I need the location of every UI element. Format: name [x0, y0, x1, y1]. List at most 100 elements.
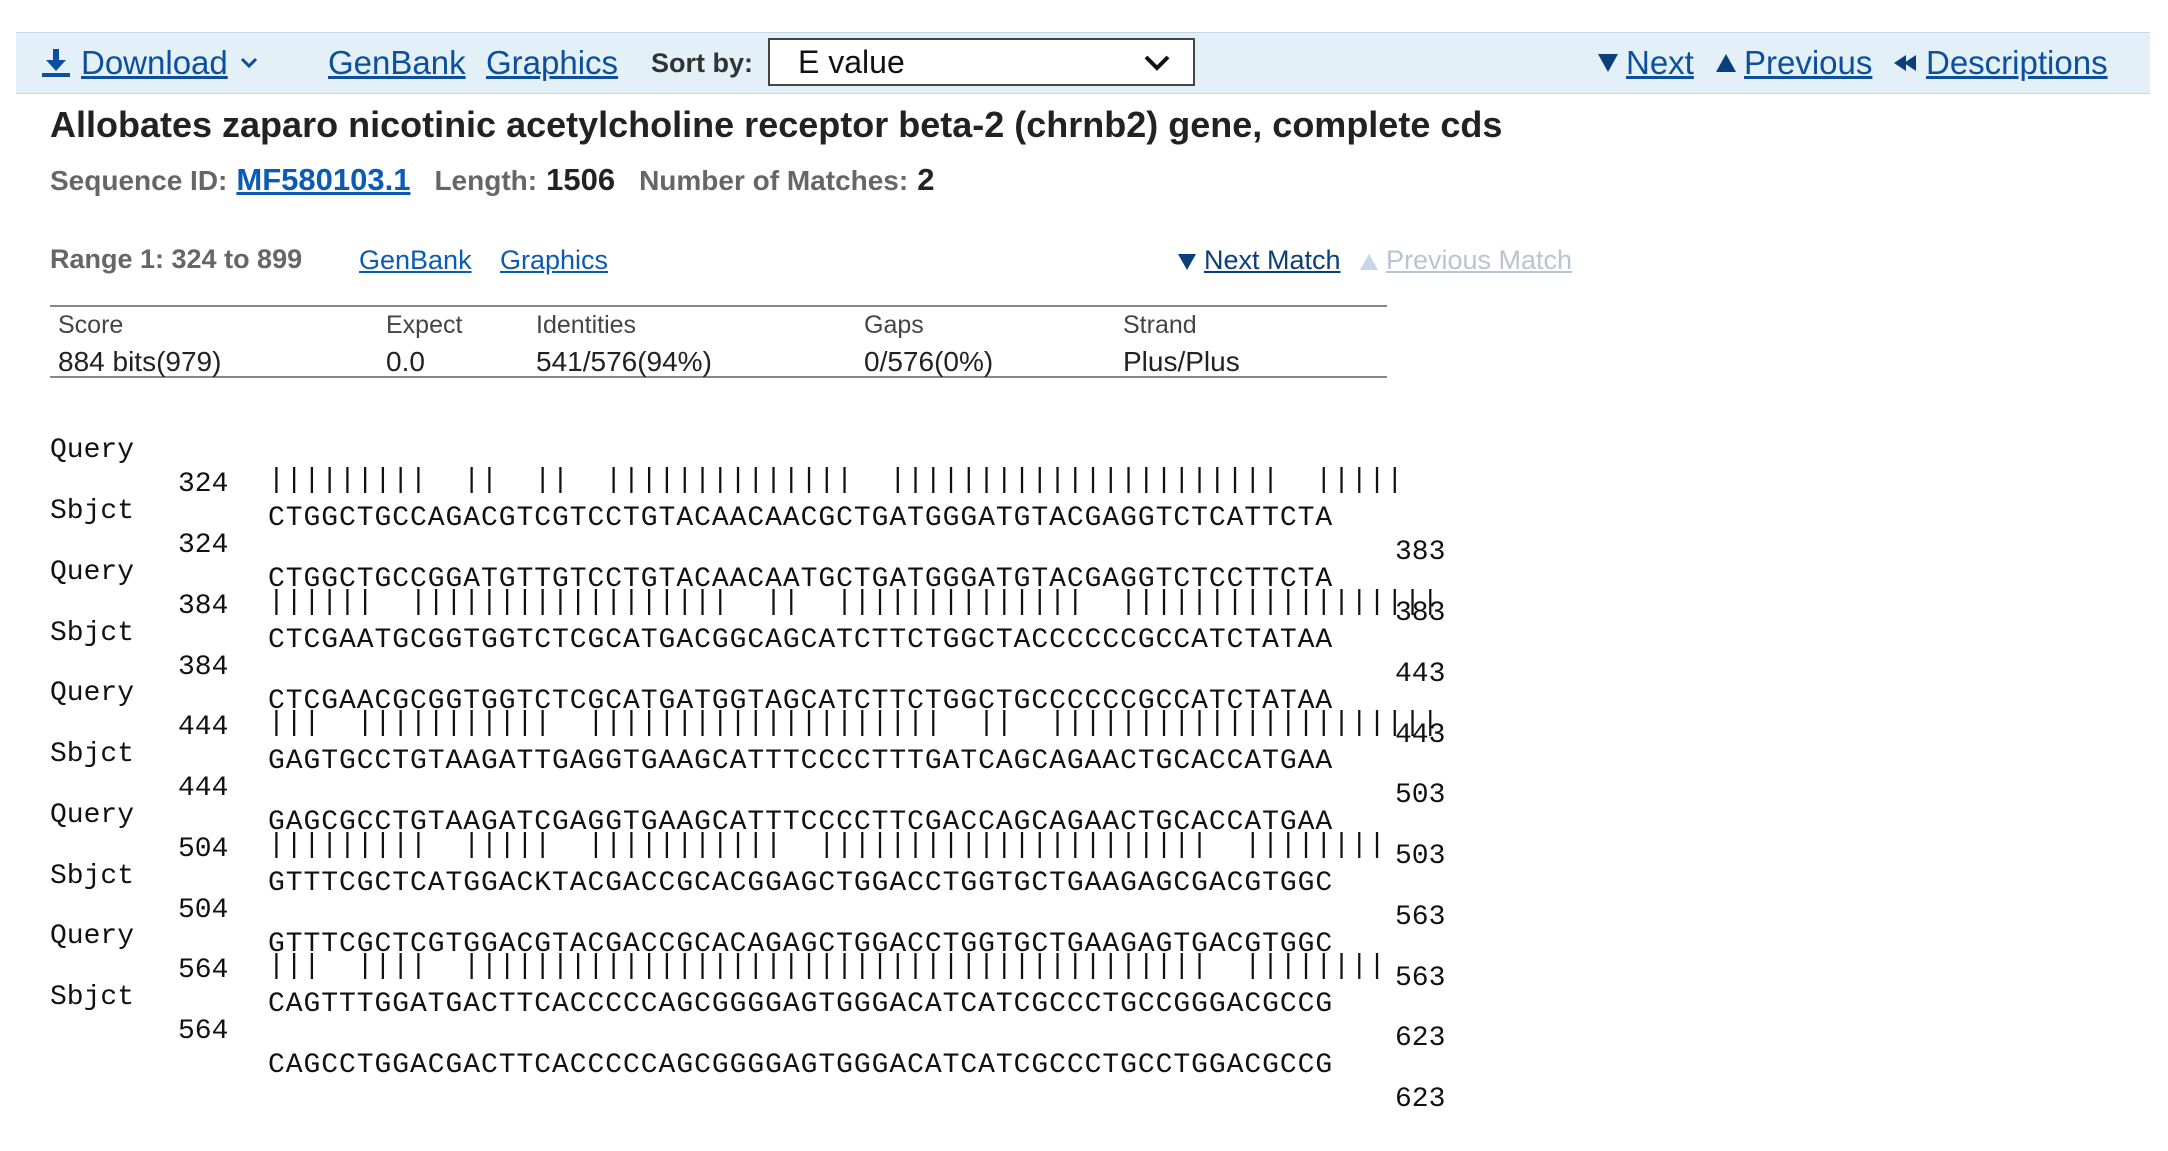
identities-value: 541/576(94%) — [536, 346, 712, 377]
previous-link-text[interactable]: Previous — [1744, 44, 1873, 81]
sbjct-end: 563 — [1395, 962, 1446, 994]
match-bars: |||||| |||||||||||||||||| || |||||||||||… — [268, 586, 1440, 618]
query-end: 503 — [1395, 780, 1446, 811]
sbjct-line: Sbjct 504 GTTTCGCTCGTGGACGTACGACCGCACAGA… — [50, 826, 1445, 994]
sbjct-start: 564 — [178, 1016, 229, 1047]
range-graphics-link[interactable]: Graphics — [500, 245, 609, 275]
descriptions-link[interactable]: Descriptions — [1892, 33, 2108, 93]
sort-select[interactable]: E value — [768, 38, 1195, 86]
query-label: Query — [50, 435, 135, 466]
query-start: 324 — [178, 469, 229, 500]
query-start: 504 — [178, 833, 229, 865]
sbjct-end: 623 — [1395, 1084, 1446, 1115]
sbjct-sequence: CAGCCTGGACGACTTCACCCCCAGCGGGGAGTGGGACATC… — [268, 1050, 1334, 1081]
query-start: 564 — [178, 955, 229, 986]
sbjct-line: Sbjct 444 GAGCGCCTGTAAGATCGAGGTGAAGCATTT… — [50, 704, 1445, 872]
matches-value: 2 — [917, 162, 935, 197]
triangle-down-icon — [1598, 54, 1618, 72]
next-link-text[interactable]: Next — [1626, 44, 1694, 81]
chevron-down-icon — [1144, 55, 1170, 71]
chevron-down-icon — [240, 57, 257, 69]
range-row: Range 1: 324 to 899 GenBank Graphics Nex… — [50, 242, 1590, 282]
query-sequence: CTGGCTGCCAGACGTCGTCCTGTACAACAACGCTGATGGG… — [268, 503, 1334, 534]
sbjct-start: 444 — [178, 773, 229, 804]
match-line: ||||||||| || || |||||||||||||| |||||||||… — [50, 430, 1403, 496]
expect-column: Expect 0.0 — [386, 307, 462, 378]
expect-header: Expect — [386, 311, 463, 339]
query-end: 443 — [1395, 658, 1446, 690]
sbjct-line: Sbjct 384 CTCGAACGCGGTGGTCTCGCATGATGGTAG… — [50, 583, 1445, 751]
triangle-up-icon — [1360, 246, 1386, 277]
download-label[interactable]: Download — [81, 44, 228, 81]
gaps-value: 0/576(0%) — [864, 346, 994, 377]
match-bars: ||||||||| ||||| ||||||||||| ||||||||||||… — [268, 829, 1387, 861]
sbjct-sequence: GAGCGCCTGTAAGATCGAGGTGAAGCATTTCCCCTTCGAC… — [268, 807, 1334, 838]
query-label: Query — [50, 556, 135, 588]
sbjct-label: Sbjct — [50, 496, 135, 527]
sbjct-sequence: GTTTCGCTCGTGGACGTACGACCGCACAGAGCTGGACCTG… — [268, 928, 1334, 960]
match-bars: ||||||||| || || |||||||||||||| |||||||||… — [268, 465, 1405, 496]
length-label: Length: — [434, 165, 538, 196]
match-line: ||||||||| ||||| ||||||||||| ||||||||||||… — [50, 795, 1385, 861]
score-value: 884 bits(979) — [58, 346, 222, 377]
match-line: ||| ||||||||||| |||||||||||||||||||| || … — [50, 673, 1439, 739]
query-start: 444 — [178, 712, 229, 743]
sequence-id-link[interactable]: MF580103.1 — [236, 162, 411, 197]
query-sequence: GTTTCGCTCATGGACKTACGACCGCACGGAGCTGGACCTG… — [268, 867, 1334, 899]
query-label: Query — [50, 921, 135, 952]
graphics-link-text[interactable]: Graphics — [486, 44, 619, 81]
sbjct-start: 324 — [178, 530, 229, 561]
next-link[interactable]: Next — [1598, 33, 1694, 93]
match-bars: ||| ||||||||||| |||||||||||||||||||| || … — [268, 708, 1440, 739]
query-line: Query 444 GAGTGCCTGTAAGATTGAGGTGAAGCATTT… — [50, 643, 1445, 811]
score-column: Score 884 bits(979) — [58, 307, 221, 378]
match-line: |||||| |||||||||||||||||| || |||||||||||… — [50, 552, 1439, 618]
hit-title: Allobates zaparo nicotinic acetylcholine… — [50, 104, 1503, 145]
query-start: 384 — [178, 590, 229, 622]
length-value: 1506 — [546, 162, 616, 197]
query-sequence: CTCGAATGCGGTGGTCTCGCATGACGGCAGCATCTTCTGG… — [268, 624, 1334, 656]
match-line: ||| |||| |||||||||||||||||||||||||||||||… — [50, 916, 1385, 982]
sbjct-label: Sbjct — [50, 739, 135, 770]
graphics-link[interactable]: Graphics — [486, 33, 618, 93]
query-label: Query — [50, 799, 135, 831]
range-label: Range 1: 324 to 899 — [50, 244, 303, 274]
sbjct-sequence: CTCGAACGCGGTGGTCTCGCATGATGGTAGCATCTTCTGG… — [268, 685, 1334, 717]
genbank-link[interactable]: GenBank — [328, 33, 466, 93]
download-menu[interactable]: Download — [41, 33, 258, 93]
strand-column: Strand Plus/Plus — [1123, 307, 1240, 378]
genbank-link-text[interactable]: GenBank — [328, 44, 466, 81]
query-sequence: GAGTGCCTGTAAGATTGAGGTGAAGCATTTCCCCTTTGAT… — [268, 746, 1334, 777]
sbjct-line: Sbjct 564 CAGCCTGGACGACTTCACCCCCAGCGGGGA… — [50, 947, 1445, 1115]
double-arrow-left-icon — [1894, 55, 1916, 71]
triangle-up-icon — [1716, 54, 1736, 72]
sequence-id-label: Sequence ID: — [50, 165, 228, 196]
hit-meta: Sequence ID: MF580103.1 Length: 1506 Num… — [50, 162, 934, 198]
sbjct-label: Sbjct — [50, 617, 135, 649]
sbjct-line: Sbjct 324 CTGGCTGCCGGATGTTGTCCTGTACAACAA… — [50, 461, 1445, 629]
sbjct-start: 504 — [178, 894, 229, 926]
descriptions-link-text[interactable]: Descriptions — [1926, 44, 2108, 81]
previous-link[interactable]: Previous — [1716, 33, 1872, 93]
query-sequence: CAGTTTGGATGACTTCACCCCCAGCGGGGAGTGGGACATC… — [268, 989, 1334, 1020]
query-label: Query — [50, 678, 135, 709]
results-toolbar: Download GenBank Graphics Sort by: E val… — [16, 32, 2150, 94]
score-header: Score — [58, 311, 124, 339]
matches-label: Number of Matches: — [639, 165, 909, 196]
previous-match-link: Previous Match — [1386, 245, 1573, 275]
next-match-link[interactable]: Next Match — [1204, 245, 1341, 275]
gaps-header: Gaps — [864, 311, 924, 339]
gaps-column: Gaps 0/576(0%) — [864, 307, 993, 378]
sbjct-label: Sbjct — [50, 982, 135, 1013]
download-icon — [42, 49, 70, 77]
strand-header: Strand — [1123, 311, 1197, 339]
triangle-down-icon — [1178, 246, 1204, 277]
expect-value: 0.0 — [386, 346, 425, 377]
sbjct-end: 503 — [1395, 841, 1446, 872]
identities-header: Identities — [536, 311, 637, 339]
range-genbank-link[interactable]: GenBank — [359, 245, 472, 275]
match-bars: ||| |||| |||||||||||||||||||||||||||||||… — [268, 951, 1387, 982]
query-end: 383 — [1395, 537, 1446, 568]
sort-select-value: E value — [798, 43, 905, 80]
identities-column: Identities 541/576(94%) — [536, 307, 712, 378]
